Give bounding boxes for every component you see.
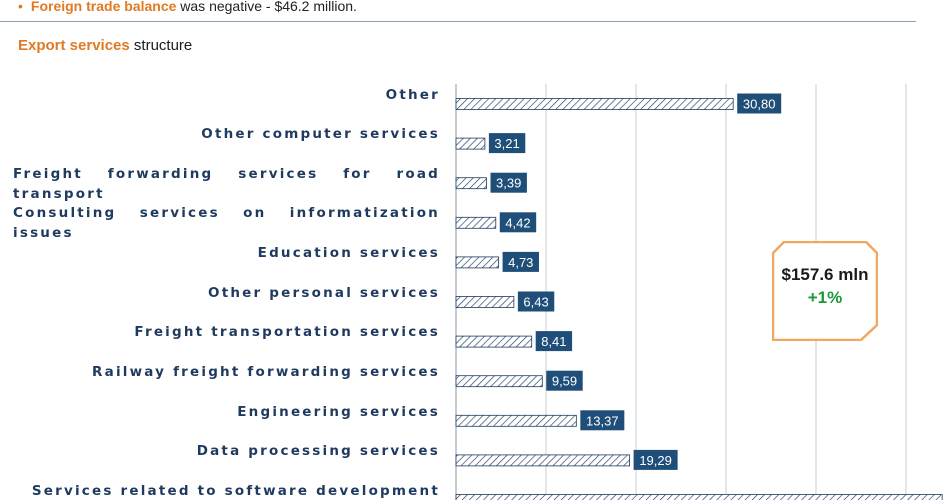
value-label: 3,39 xyxy=(496,176,521,191)
header-divider xyxy=(0,21,916,22)
bar xyxy=(455,414,577,427)
value-label-box xyxy=(535,331,573,352)
value-label-box xyxy=(488,133,526,154)
category-label: Freight forwarding services for road tra… xyxy=(13,166,440,202)
value-label-box xyxy=(502,251,539,272)
total-callout: $157.6 mln +1% xyxy=(772,265,878,308)
category-label: Freight transportation services xyxy=(134,324,440,340)
bar xyxy=(455,375,543,388)
bar xyxy=(455,454,631,467)
category-label: Other personal services xyxy=(208,285,440,301)
value-label-box xyxy=(737,93,782,114)
value-label: 13,37 xyxy=(586,413,619,428)
trade-balance-label: Foreign trade balance xyxy=(30,0,177,14)
category-label: Other xyxy=(385,87,440,103)
section-title-rest: structure xyxy=(129,37,193,54)
bar xyxy=(455,296,515,308)
value-label-box xyxy=(517,291,555,312)
bullet-dot: • xyxy=(18,0,23,14)
bar xyxy=(455,335,533,348)
value-label-box xyxy=(633,449,678,470)
section-title: Export services structure xyxy=(18,37,192,54)
category-label: Railway freight forwarding services xyxy=(92,364,440,380)
total-value: $157.6 mln xyxy=(781,265,869,284)
bar xyxy=(455,137,486,150)
value-label: 3,21 xyxy=(494,136,519,151)
value-label-box xyxy=(490,172,527,193)
trade-balance-text: was negative - $46.2 million. xyxy=(176,0,357,14)
section-title-accent: Export services xyxy=(18,37,130,54)
value-label: 30,80 xyxy=(743,97,776,112)
category-label: Data processing services xyxy=(196,443,440,459)
value-label: 19,29 xyxy=(639,453,672,468)
category-label: Consulting services on informatization i… xyxy=(13,205,440,241)
bar xyxy=(455,98,734,110)
category-label: Engineering services xyxy=(237,404,440,420)
bar xyxy=(455,177,487,190)
category-label: Services related to software development xyxy=(31,483,440,499)
category-label: Education services xyxy=(257,245,440,261)
total-callout-box xyxy=(772,241,878,341)
total-change: +1% xyxy=(807,288,843,307)
value-label-box xyxy=(580,410,625,431)
value-label-box xyxy=(546,370,583,391)
bullet-line: • Foreign trade balance was negative - $4… xyxy=(18,0,357,14)
bar xyxy=(455,216,497,229)
value-label: 4,42 xyxy=(505,215,530,230)
bar xyxy=(455,494,943,500)
value-label-box xyxy=(499,212,537,233)
value-label: 4,73 xyxy=(508,255,533,270)
category-label: Other computer services xyxy=(201,126,440,142)
value-label: 6,43 xyxy=(523,295,548,310)
bar xyxy=(455,256,499,269)
value-label: 8,41 xyxy=(541,334,566,349)
value-label: 9,59 xyxy=(552,374,577,389)
